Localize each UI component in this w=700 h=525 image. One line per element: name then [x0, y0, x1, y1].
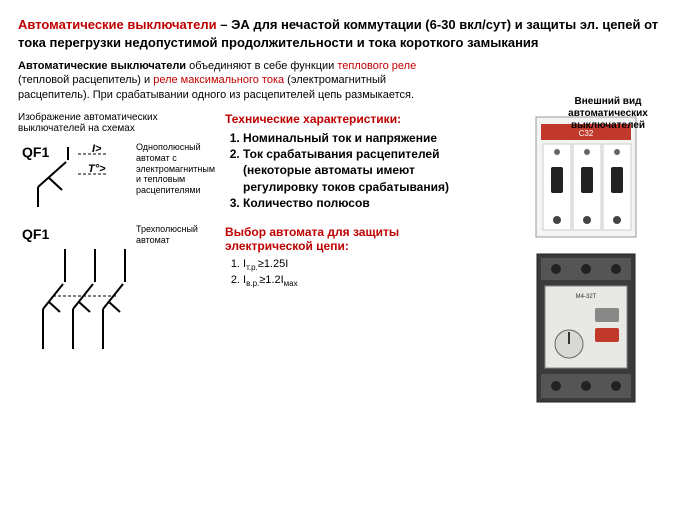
spec-item: Номинальный ток и напряжение: [243, 130, 480, 146]
intro-red-2: реле максимального тока: [153, 74, 284, 86]
selection-list: Iт.р.≥1.25I Iв.р.≥1.2Iмах: [243, 257, 480, 290]
title-text: Автоматические выключатели – ЭА для неча…: [18, 16, 682, 51]
scheme-row-1: QF1 I> T°> Однополюсный автомат с электр…: [18, 142, 215, 212]
tdeg-label: T°>: [88, 163, 106, 175]
selection-heading: Выбор автомата для защиты электрической …: [225, 225, 480, 253]
selection-item: Iт.р.≥1.25I: [243, 257, 480, 273]
single-pole-symbol: QF1 I> T°>: [18, 142, 128, 212]
three-pole-symbol: QF1: [18, 224, 128, 354]
intro-paragraph: Автоматические выключатели объединяют в …: [18, 59, 456, 102]
intro-t1: объединяют в себе функции: [186, 60, 337, 72]
schemas-heading: Изображение автоматических выключателей …: [18, 112, 215, 134]
scheme-caption-2: Трехполюсный автомат: [136, 224, 215, 246]
title-block: Автоматические выключатели – ЭА для неча…: [18, 16, 682, 51]
selection-item: Iв.р.≥1.2Iмах: [243, 273, 480, 289]
device-motor-protector: M4-32T: [531, 248, 641, 408]
qf1-label-1: QF1: [22, 144, 49, 160]
spec-item: Количество полюсов: [243, 195, 480, 211]
specs-list: Номинальный ток и напряжение Ток срабаты…: [243, 130, 480, 211]
col-schemas: Изображение автоматических выключателей …: [18, 112, 215, 408]
col-specs: Технические характеристики: Номинальный …: [225, 112, 480, 408]
scheme-row-2: QF1 Трехполюсный: [18, 224, 215, 354]
svg-text:M4-32T: M4-32T: [576, 294, 597, 300]
intro-t2: (тепловой расцепитель) и: [18, 74, 153, 86]
title-highlight: Автоматические выключатели: [18, 17, 217, 32]
igt-label: I>: [92, 143, 102, 155]
col-devices: C32: [490, 112, 682, 408]
specs-heading: Технические характеристики:: [225, 112, 480, 126]
intro-red-1: теплового реле: [337, 60, 416, 72]
main-row: Изображение автоматических выключателей …: [18, 112, 682, 408]
appearance-label: Внешний вид автоматических выключателей: [538, 96, 678, 132]
scheme-caption-1: Однополюсный автомат с электромагнитным …: [136, 142, 215, 196]
qf1-label-2: QF1: [22, 226, 49, 242]
spec-item: Ток срабатывания расцепителей (некоторые…: [243, 146, 480, 195]
intro-bold-1: Автоматические выключатели: [18, 60, 186, 72]
